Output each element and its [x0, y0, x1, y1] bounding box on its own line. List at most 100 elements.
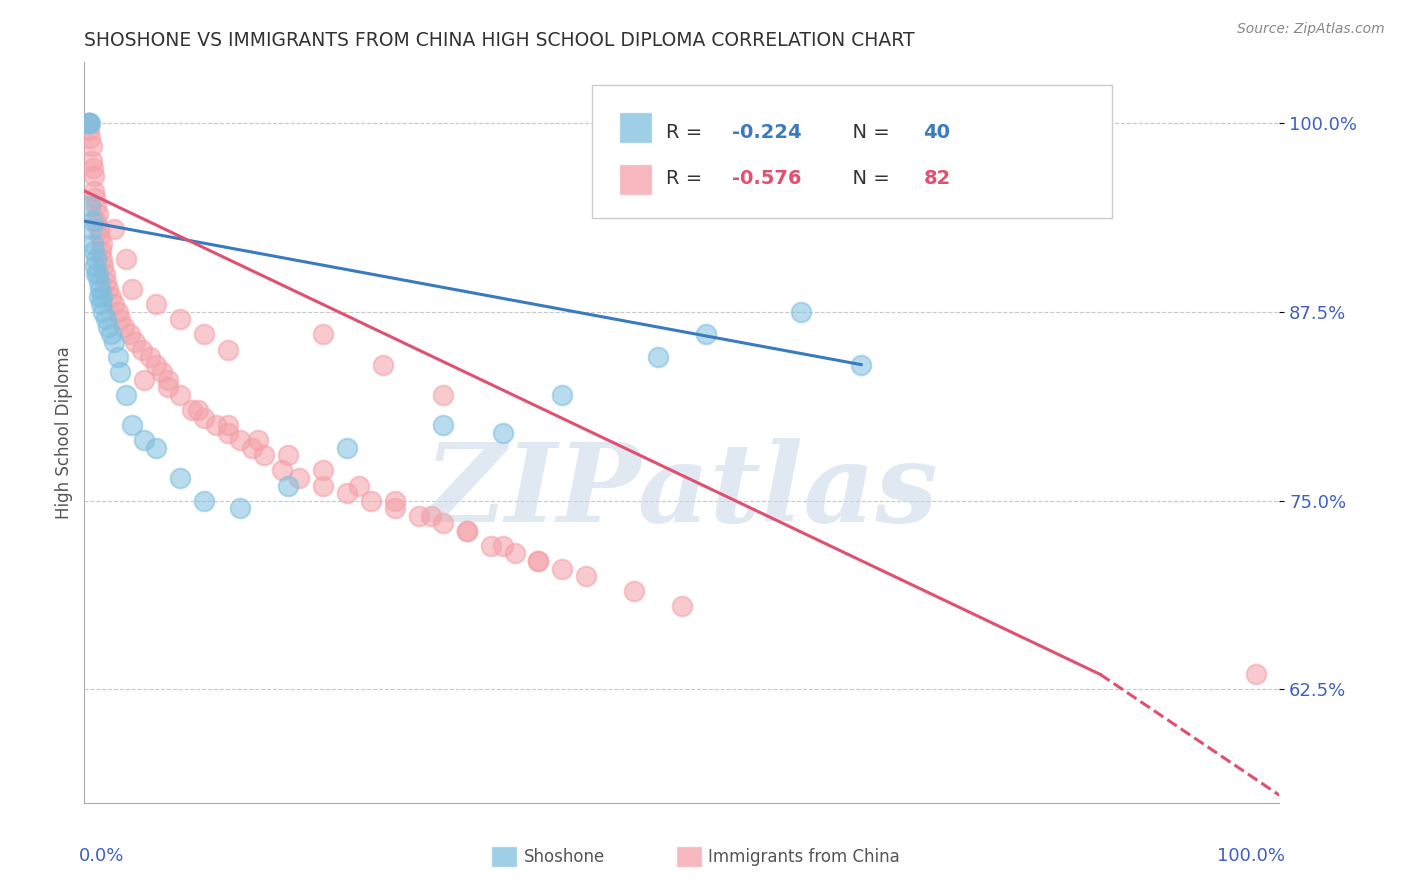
- Point: [229, 433, 252, 447]
- Point: [80, 153, 103, 168]
- Point: [492, 539, 515, 553]
- Point: [80, 221, 103, 235]
- Point: [145, 441, 167, 455]
- Point: [240, 441, 263, 455]
- Point: [623, 584, 645, 599]
- Point: [93, 267, 115, 281]
- Point: [336, 441, 359, 455]
- Point: [790, 304, 813, 318]
- Point: [83, 184, 105, 198]
- Text: R =: R =: [666, 123, 709, 142]
- Point: [77, 123, 100, 137]
- Point: [107, 304, 129, 318]
- Point: [94, 275, 117, 289]
- Point: [82, 236, 104, 251]
- Y-axis label: High School Diploma: High School Diploma: [55, 346, 73, 519]
- Point: [246, 433, 269, 447]
- Point: [77, 116, 100, 130]
- Point: [527, 554, 550, 568]
- Point: [217, 425, 239, 440]
- Point: [288, 471, 311, 485]
- Point: [100, 327, 122, 342]
- Point: [205, 418, 228, 433]
- Point: [86, 267, 108, 281]
- Point: [77, 116, 100, 130]
- Point: [157, 373, 180, 387]
- Point: [132, 373, 156, 387]
- Text: N =: N =: [839, 169, 896, 188]
- Point: [97, 319, 120, 334]
- Point: [360, 493, 382, 508]
- Point: [193, 327, 215, 342]
- Bar: [491, 847, 517, 867]
- Point: [492, 425, 515, 440]
- Point: [551, 561, 574, 575]
- Point: [193, 493, 215, 508]
- Point: [79, 131, 101, 145]
- Point: [84, 260, 107, 274]
- Point: [312, 463, 335, 477]
- Text: Source: ZipAtlas.com: Source: ZipAtlas.com: [1237, 22, 1385, 37]
- Point: [277, 448, 299, 462]
- Point: [671, 599, 693, 614]
- Point: [384, 493, 406, 508]
- Point: [253, 448, 276, 462]
- Point: [103, 221, 125, 235]
- Point: [77, 116, 100, 130]
- Bar: [676, 847, 702, 867]
- Point: [89, 282, 111, 296]
- Point: [551, 388, 574, 402]
- Point: [277, 478, 299, 492]
- Point: [432, 516, 454, 531]
- Point: [86, 206, 108, 220]
- Point: [110, 365, 132, 379]
- Point: [217, 343, 239, 357]
- Point: [150, 365, 173, 379]
- Point: [93, 304, 115, 318]
- Point: [87, 275, 110, 289]
- Text: 0.0%: 0.0%: [79, 847, 124, 865]
- Text: R =: R =: [666, 169, 709, 188]
- Point: [89, 229, 111, 244]
- Text: -0.224: -0.224: [733, 123, 801, 142]
- Point: [97, 282, 120, 296]
- FancyBboxPatch shape: [592, 85, 1112, 218]
- Point: [80, 138, 103, 153]
- Point: [86, 199, 108, 213]
- Point: [83, 244, 105, 259]
- Point: [86, 267, 108, 281]
- Point: [112, 319, 135, 334]
- Point: [90, 297, 112, 311]
- Point: [181, 403, 204, 417]
- Point: [420, 508, 443, 523]
- Bar: [619, 112, 652, 143]
- Point: [100, 290, 122, 304]
- Point: [157, 380, 180, 394]
- Point: [87, 221, 110, 235]
- Point: [145, 358, 167, 372]
- Point: [83, 169, 105, 183]
- Point: [373, 358, 395, 372]
- Point: [336, 486, 359, 500]
- Point: [118, 327, 141, 342]
- Point: [121, 282, 143, 296]
- Point: [145, 297, 167, 311]
- Point: [82, 214, 104, 228]
- Point: [103, 297, 125, 311]
- Point: [432, 388, 454, 402]
- Text: N =: N =: [839, 123, 896, 142]
- Point: [121, 418, 143, 433]
- Text: SHOSHONE VS IMMIGRANTS FROM CHINA HIGH SCHOOL DIPLOMA CORRELATION CHART: SHOSHONE VS IMMIGRANTS FROM CHINA HIGH S…: [84, 30, 915, 50]
- Point: [229, 501, 252, 516]
- Point: [169, 471, 191, 485]
- Point: [270, 463, 292, 477]
- Point: [87, 290, 110, 304]
- Point: [91, 252, 114, 266]
- Point: [193, 410, 215, 425]
- Text: ZIPatlas: ZIPatlas: [425, 438, 939, 546]
- Point: [169, 312, 191, 326]
- Point: [110, 312, 132, 326]
- Text: 82: 82: [924, 169, 950, 188]
- Point: [1244, 667, 1267, 681]
- Point: [91, 290, 114, 304]
